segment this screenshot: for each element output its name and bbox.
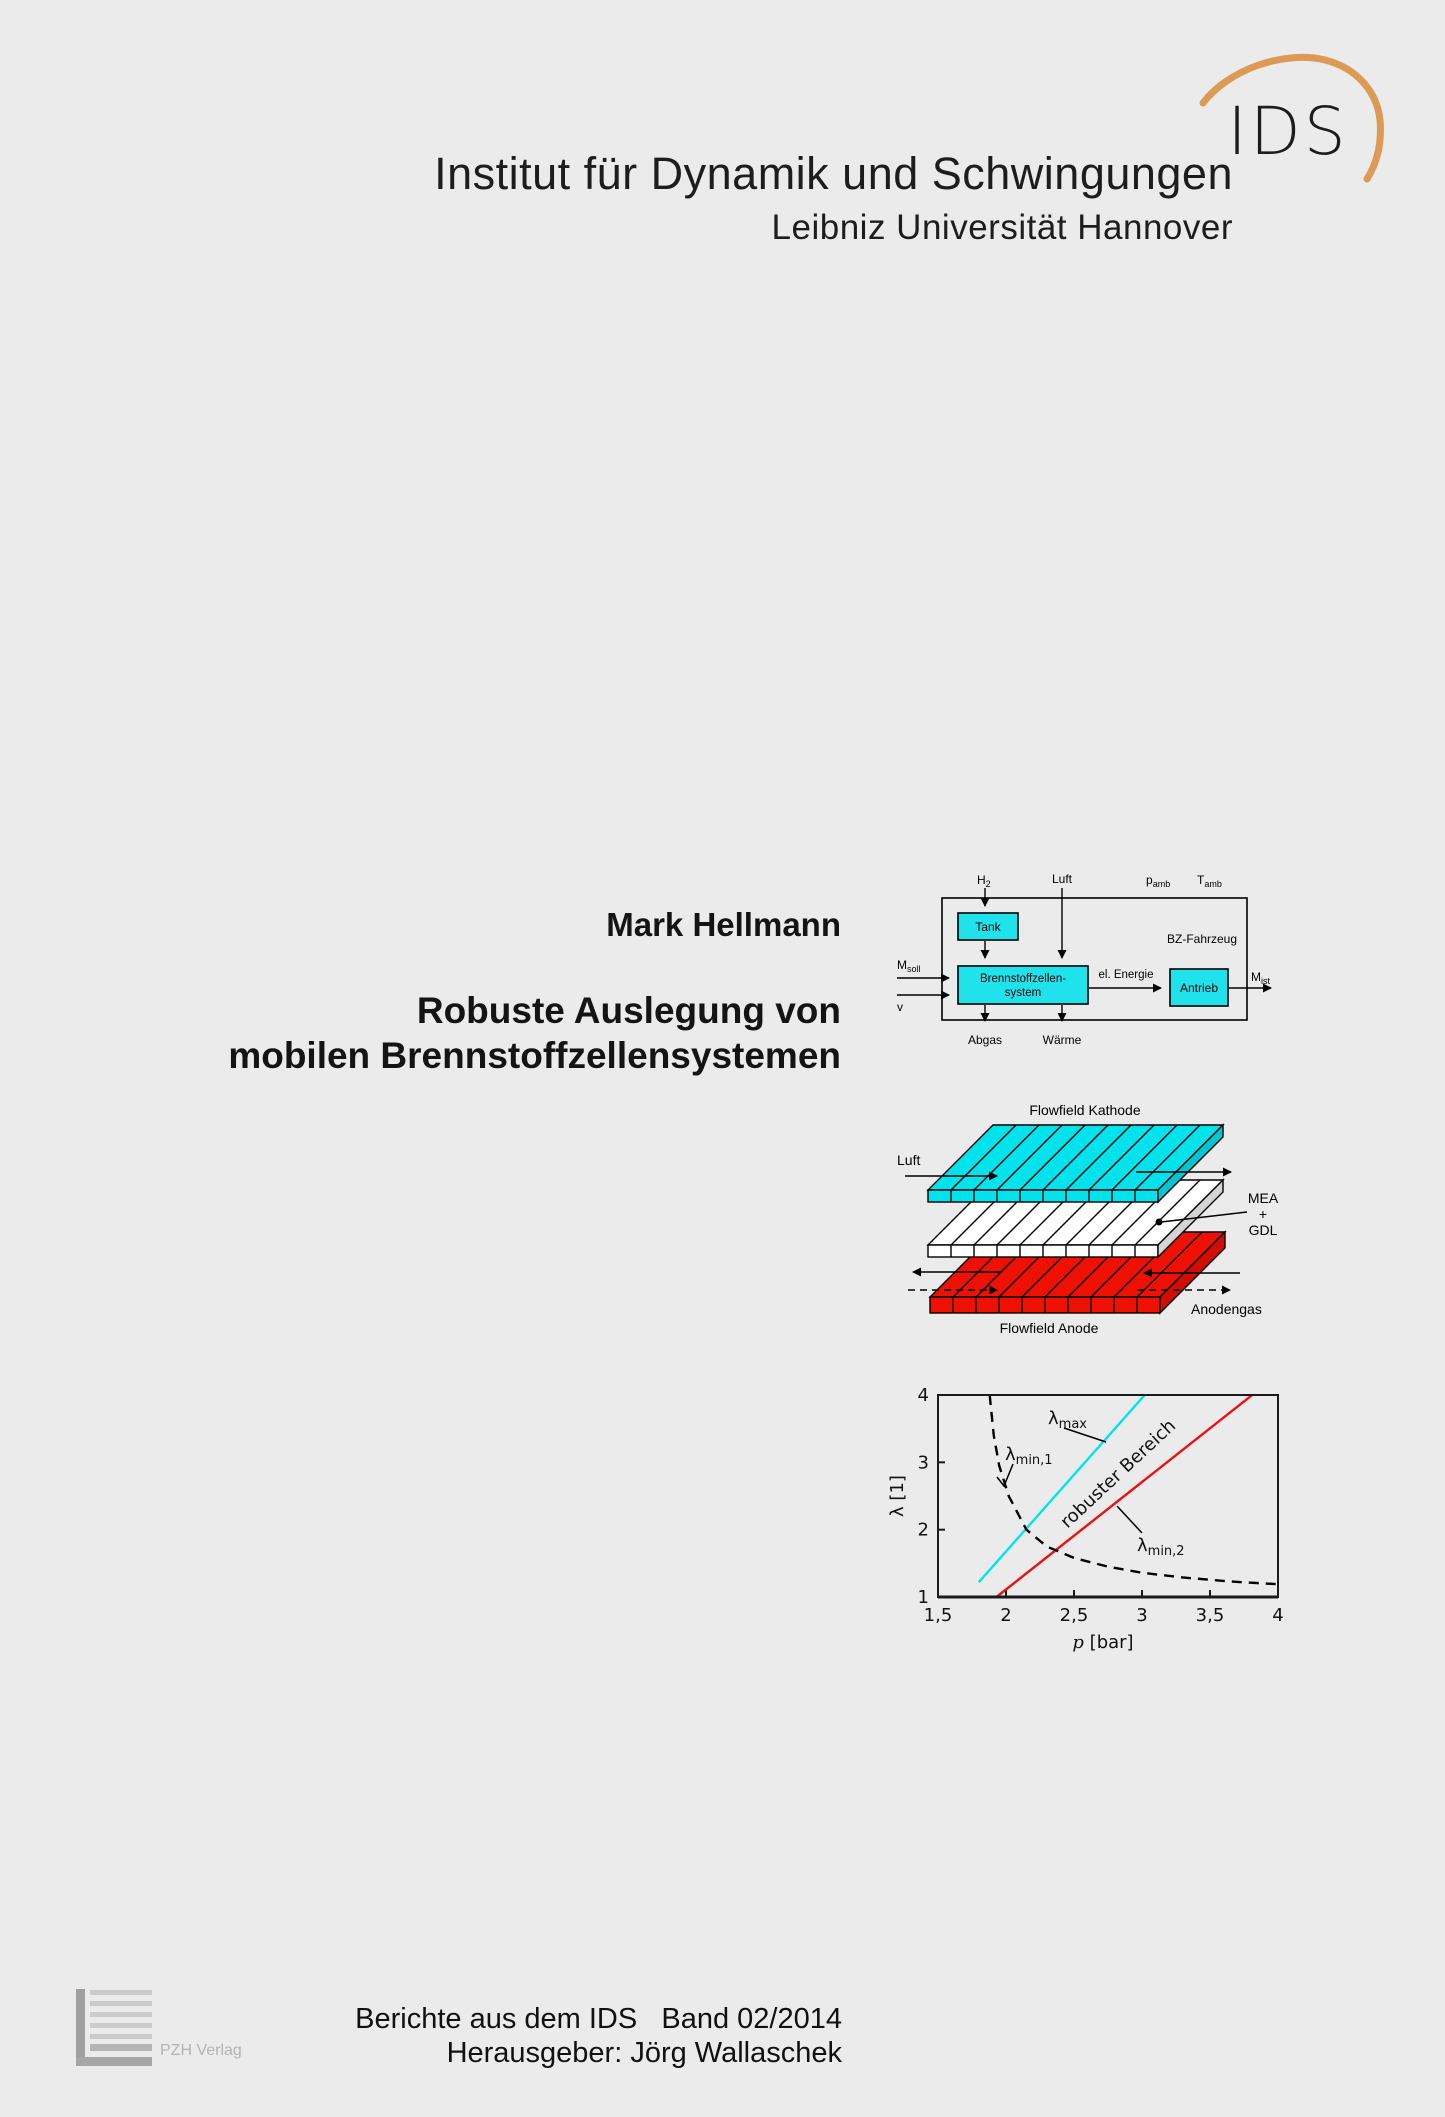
svg-text:2,5: 2,5	[1060, 1605, 1089, 1626]
label-mea-2: +	[1259, 1206, 1267, 1222]
fuel-cell-box	[957, 965, 1089, 1005]
label-h2: H2	[977, 873, 991, 889]
institute-name: Institut für Dynamik und Schwingungen	[434, 148, 1233, 199]
svg-text:1,5: 1,5	[924, 1605, 953, 1626]
svg-text:4: 4	[1272, 1605, 1283, 1626]
label-mea-3: GDL	[1249, 1222, 1278, 1238]
svg-text:1: 1	[918, 1587, 929, 1608]
label-v: v	[897, 1000, 903, 1014]
antrieb-label: Antrieb	[1180, 981, 1218, 995]
editor-line: Herausgeber: Jörg Wallaschek	[446, 2037, 842, 2069]
chart-x-axis-label: p [bar]	[1072, 1632, 1133, 1653]
svg-text:3: 3	[1136, 1605, 1147, 1626]
pzh-logo-lines-icon	[90, 1990, 152, 2051]
tank-box	[957, 912, 1019, 941]
annotation-lambda-min1-pointer	[996, 1463, 1014, 1488]
annotation-lambda-max: λmax	[1048, 1408, 1087, 1432]
label-luft-flow: Luft	[897, 1152, 920, 1168]
svg-text:2: 2	[918, 1520, 929, 1541]
label-t-amb: Tamb	[1197, 873, 1222, 889]
label-anodengas: Anodengas	[1191, 1301, 1262, 1317]
label-p-amb: pamb	[1146, 873, 1170, 889]
svg-text:3: 3	[918, 1452, 929, 1473]
label-waerme: Wärme	[1043, 1033, 1082, 1047]
mea-pointer-line	[1160, 1211, 1248, 1223]
mea-pointer-dot	[1155, 1218, 1163, 1226]
ids-logo-arc-icon	[1199, 53, 1384, 183]
fuel-cell-label-line1: Brennstoffzellen-	[980, 973, 1066, 985]
title-block: Mark Hellmann Robuste Auslegung von mobi…	[228, 905, 841, 1078]
book-title-line2: mobilen Brennstoffzellensystemen	[228, 1035, 841, 1076]
vehicle-boundary-box	[941, 897, 1248, 1021]
annotation-lambda-min2-pointer	[1116, 1505, 1143, 1534]
author-name: Mark Hellmann	[606, 906, 841, 943]
book-title-line1: Robuste Auslegung von	[416, 990, 841, 1031]
svg-text:4: 4	[918, 1385, 929, 1406]
tank-label: Tank	[975, 920, 1001, 934]
fuel-cell-label-line2: system	[1005, 987, 1041, 999]
chart-dynamic-layer: 1,5 2 2,5 3 3,5 4 1 2 3 4	[918, 1385, 1284, 1626]
svg-text:3,5: 3,5	[1196, 1605, 1225, 1626]
label-el-energie: el. Energie	[1099, 969, 1154, 981]
label-abgas: Abgas	[968, 1033, 1002, 1047]
label-m-soll: Msoll	[897, 958, 921, 974]
university-name: Leibniz Universität Hannover	[771, 208, 1233, 247]
annotation-lambda-min1: λmin,1	[1005, 1444, 1053, 1468]
imprint-block: Berichte aus dem IDS Band 02/2014 Heraus…	[355, 2002, 842, 2070]
series-line: Berichte aus dem IDS Band 02/2014	[355, 2003, 842, 2035]
ids-logo: IDS	[1199, 53, 1384, 183]
antrieb-box	[1169, 968, 1229, 1007]
robust-region-chart: 1,5 2 2,5 3 3,5 4 1 2 3 4 λ [1] p [bar] λmax λmin…	[887, 1385, 1284, 1653]
institute-header: Institut für Dynamik und Schwingungen Le…	[434, 148, 1233, 249]
flowfield-stack-diagram: Flowfield Kathode Luft MEA + GDL Anodeng…	[897, 1102, 1279, 1336]
pzh-logo-base-bar	[76, 2057, 152, 2066]
label-m-ist: Mist	[1251, 970, 1270, 986]
ids-logo-text: IDS	[1227, 93, 1348, 170]
cathode-slab	[926, 1123, 1225, 1204]
fuel-cell-system-diagram: H2 Luft pamb Tamb BZ-Fahrzeug Tank Brenn…	[897, 872, 1272, 1047]
label-flowfield-kathode: Flowfield Kathode	[1029, 1102, 1141, 1118]
pzh-verlag-label: PZH Verlag	[160, 2042, 242, 2059]
label-mea-1: MEA	[1248, 1190, 1279, 1206]
label-flowfield-anode: Flowfield Anode	[1000, 1320, 1099, 1336]
svg-text:2: 2	[1000, 1605, 1011, 1626]
pzh-verlag-logo: PZH Verlag	[76, 1989, 242, 2066]
annotation-lambda-min2: λmin,2	[1137, 1535, 1185, 1559]
label-luft: Luft	[1052, 872, 1073, 886]
label-bz-fahrzeug: BZ-Fahrzeug	[1167, 932, 1237, 946]
book-title: Robuste Auslegung von mobilen Brennstoff…	[228, 988, 841, 1078]
chart-y-axis-label: λ [1]	[887, 1475, 908, 1517]
pzh-logo-vertical-bar	[76, 1989, 85, 2066]
annotation-lambda-max-pointer	[1063, 1427, 1107, 1443]
